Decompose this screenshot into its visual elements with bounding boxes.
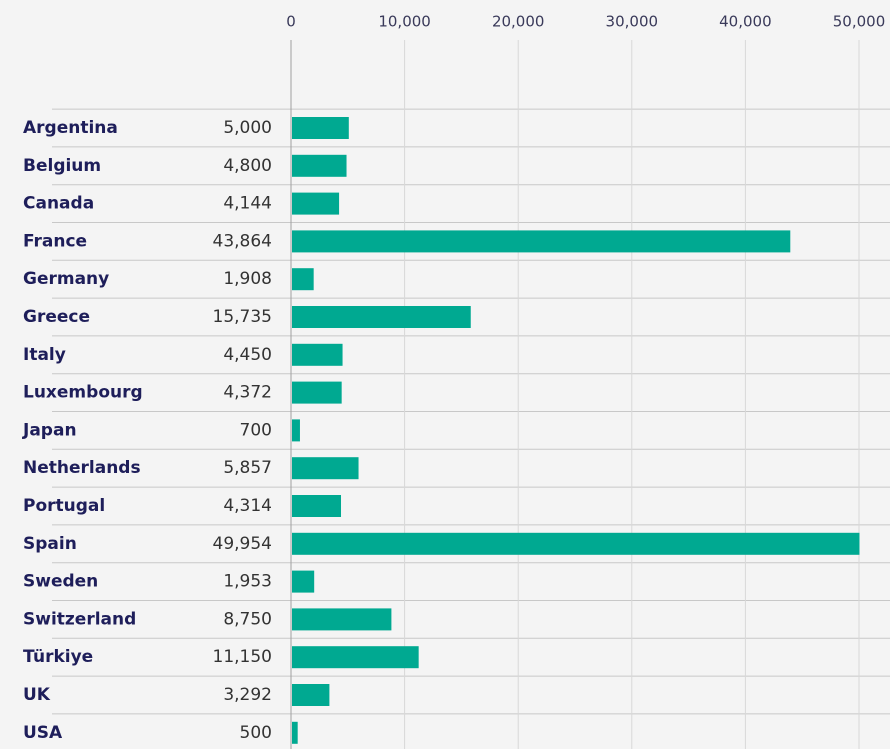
x-tick-label: 40,000 xyxy=(719,13,772,31)
bar xyxy=(292,570,315,593)
value-label: 4,450 xyxy=(223,345,272,365)
category-label: Portugal xyxy=(23,496,105,516)
bar xyxy=(292,230,791,253)
value-label: 700 xyxy=(240,420,272,440)
category-label: Greece xyxy=(23,307,90,327)
bar xyxy=(292,419,300,442)
category-label: USA xyxy=(23,723,63,743)
bar xyxy=(292,154,347,177)
bar xyxy=(292,381,342,404)
bar xyxy=(292,268,314,291)
value-label: 15,735 xyxy=(213,307,272,327)
category-label: Netherlands xyxy=(23,458,141,478)
value-label: 4,314 xyxy=(223,496,272,516)
category-label: Argentina xyxy=(23,118,118,138)
x-tick-label: 50,000 xyxy=(833,13,886,31)
category-label: Sweden xyxy=(23,572,98,592)
category-label: Türkiye xyxy=(23,647,93,667)
category-label: Belgium xyxy=(23,156,101,176)
bar xyxy=(292,608,392,631)
value-label: 4,372 xyxy=(223,383,272,403)
value-label: 3,292 xyxy=(223,685,272,705)
bar xyxy=(292,646,419,669)
value-label: 4,144 xyxy=(223,194,272,214)
value-label: 8,750 xyxy=(223,609,272,629)
category-label: France xyxy=(23,231,87,251)
value-label: 43,864 xyxy=(213,231,272,251)
category-label: Spain xyxy=(23,534,77,554)
bar xyxy=(292,495,342,517)
category-label: Japan xyxy=(22,420,77,440)
category-label: Canada xyxy=(23,194,94,214)
x-tick-label: 20,000 xyxy=(492,13,545,31)
bar xyxy=(292,117,349,139)
bar xyxy=(292,343,343,366)
category-label: Luxembourg xyxy=(23,383,143,403)
category-label: UK xyxy=(23,685,51,705)
bar xyxy=(292,306,471,328)
value-label: 5,857 xyxy=(223,458,272,478)
bar xyxy=(292,192,340,215)
bar xyxy=(292,457,359,480)
value-label: 11,150 xyxy=(213,647,272,667)
category-label: Germany xyxy=(23,269,109,289)
x-tick-label: 30,000 xyxy=(606,13,659,31)
bar xyxy=(292,532,860,555)
x-tick-label: 0 xyxy=(286,13,296,31)
bar xyxy=(292,684,330,706)
value-label: 1,908 xyxy=(223,269,272,289)
category-label: Italy xyxy=(23,345,66,365)
category-label: Switzerland xyxy=(23,609,136,629)
bar xyxy=(292,721,298,744)
value-label: 500 xyxy=(240,723,272,743)
value-label: 1,953 xyxy=(223,572,272,592)
x-tick-label: 10,000 xyxy=(378,13,431,31)
value-label: 4,800 xyxy=(223,156,272,176)
value-label: 5,000 xyxy=(223,118,272,138)
value-label: 49,954 xyxy=(213,534,272,554)
